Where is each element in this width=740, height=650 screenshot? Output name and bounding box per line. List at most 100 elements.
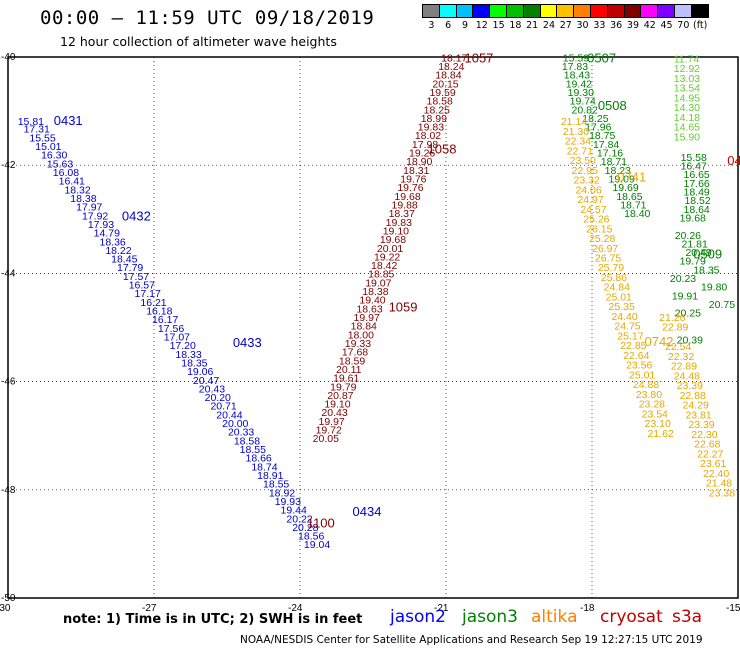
- wave-height-value: 18.35: [181, 357, 207, 369]
- color-legend-labels: 3 6 9 12 15 18 21 24 27 30 33 36 39 42 45 70 (ft): [423, 20, 709, 31]
- legend-label: 36: [610, 20, 623, 31]
- wave-height-value: 20.87: [327, 390, 353, 402]
- wave-height-value: 25.17: [617, 330, 643, 342]
- y-tick-label: -44: [1, 268, 16, 279]
- legend-label: 6: [445, 20, 452, 31]
- wave-height-value: 19.83: [418, 122, 444, 134]
- pass-time-label: 1058: [428, 141, 457, 156]
- wave-height-value: 23.39: [688, 419, 714, 431]
- wave-height-value: 18.43: [564, 70, 590, 82]
- wave-height-value: 18.90: [406, 156, 432, 168]
- wave-height-value: 24.06: [575, 184, 601, 196]
- wave-height-value: 25.01: [629, 369, 655, 381]
- y-tick-label: -42: [1, 160, 16, 171]
- legend-label: 9: [461, 20, 469, 31]
- wave-height-value: 18.71: [620, 199, 646, 211]
- satellite-legend-jason3: jason3: [462, 607, 518, 627]
- wave-height-value: 22.89: [662, 322, 688, 334]
- wave-height-value: 18.66: [245, 453, 271, 465]
- wave-height-value: 18.22: [105, 245, 131, 257]
- wave-height-value: 16.17: [152, 314, 178, 326]
- x-tick-label: -30: [0, 603, 11, 614]
- wave-height-value: 24.88: [633, 379, 659, 391]
- wave-height-value: 19.26: [409, 148, 435, 160]
- wave-height-value: 22.88: [680, 390, 706, 402]
- wave-height-value: 17.57: [123, 271, 149, 283]
- wave-height-value: 22.27: [697, 448, 723, 460]
- wave-height-value: 25.26: [583, 214, 609, 226]
- wave-height-value: 25.01: [606, 291, 632, 303]
- wave-height-value: 18.84: [435, 70, 461, 82]
- x-tick-label: -21: [434, 603, 449, 614]
- wave-height-value: 23.61: [700, 458, 726, 470]
- wave-height-value: 21.30: [563, 126, 589, 138]
- wave-height-value: 23.80: [636, 389, 662, 401]
- wave-height-value: 16.21: [140, 297, 166, 309]
- wave-height-value: 19.04: [304, 539, 330, 551]
- wave-height-value: 18.84: [351, 321, 377, 333]
- wave-height-value: 18.25: [424, 104, 450, 116]
- pass-time-label: 0741: [617, 169, 646, 184]
- wave-height-value: 18.25: [582, 113, 608, 125]
- legend-label: (ft): [692, 20, 708, 31]
- wave-height-value: 15.90: [674, 131, 700, 143]
- wave-height-value: 15.55: [29, 132, 55, 144]
- wave-height-value: 18.33: [175, 349, 201, 361]
- wave-height-value: 20.05: [313, 433, 339, 445]
- wave-height-value: 14.65: [674, 122, 700, 134]
- pass-time-label: 0508: [598, 98, 627, 113]
- wave-height-value: 19.74: [570, 96, 596, 108]
- wave-height-value: 23.10: [645, 418, 671, 430]
- wave-height-value: 18.71: [601, 156, 627, 168]
- wave-height-value: 18.02: [415, 130, 441, 142]
- wave-height-value: 19.33: [345, 338, 371, 350]
- wave-height-value: 22.34: [565, 136, 591, 148]
- wave-height-value: 18.85: [368, 269, 394, 281]
- wave-height-value: 19.91: [672, 290, 698, 302]
- wave-height-value: 20.49: [685, 247, 711, 259]
- wave-height-value: 19.72: [316, 425, 342, 437]
- legend-label: 42: [643, 20, 656, 31]
- wave-height-value: 17.93: [88, 219, 114, 231]
- wave-height-value: 20.11: [336, 364, 362, 376]
- wave-height-value: 19.83: [386, 217, 412, 229]
- wave-height-value: 18.55: [263, 479, 289, 491]
- wave-height-value: 25.86: [601, 272, 627, 284]
- wave-height-value: 22.68: [694, 439, 720, 451]
- wave-height-value: 14.18: [674, 112, 700, 124]
- satellite-legend-jason2: jason2: [390, 607, 446, 627]
- wave-height-value: 18.31: [403, 165, 429, 177]
- wave-height-value: 18.64: [683, 204, 709, 216]
- wave-height-value: 18.58: [234, 435, 260, 447]
- y-tick-label: -48: [1, 485, 16, 496]
- wave-height-value: 20.00: [222, 418, 248, 430]
- legend-label: 33: [593, 20, 606, 31]
- wave-height-value: 24.97: [577, 194, 603, 206]
- wave-height-value: 19.97: [354, 312, 380, 324]
- wave-height-value: 18.00: [348, 329, 374, 341]
- wave-height-value: 18.92: [269, 487, 295, 499]
- wave-height-value: 22.30: [691, 429, 717, 441]
- wave-height-value: 18.91: [257, 470, 283, 482]
- wave-height-value: 23.56: [626, 360, 652, 372]
- wave-height-value: 19.22: [374, 251, 400, 263]
- wave-height-value: 18.65: [616, 191, 642, 203]
- wave-height-value: 15.58: [681, 152, 707, 164]
- wave-height-value: 19.68: [394, 191, 420, 203]
- wave-height-value: 23.54: [642, 408, 668, 420]
- wave-height-value: 19.69: [612, 182, 638, 194]
- wave-height-value: 20.43: [321, 407, 347, 419]
- wave-height-value: 20.71: [210, 401, 236, 413]
- wave-height-value: 19.68: [380, 234, 406, 246]
- wave-height-value: 23.28: [639, 399, 665, 411]
- pass-time-label: 0433: [233, 335, 262, 350]
- satellite-legend-altika: altika: [531, 607, 578, 627]
- wave-height-value: 18.52: [684, 195, 710, 207]
- wave-height-value: 20.28: [292, 522, 318, 534]
- wave-height-value: 19.42: [566, 78, 592, 90]
- satellite-legend-cryosat: cryosat: [600, 607, 663, 627]
- wave-height-value: 16.30: [41, 150, 67, 162]
- wave-height-value: 18.37: [389, 208, 415, 220]
- pass-time-label: 1100: [307, 516, 335, 531]
- wave-height-value: 18.63: [356, 303, 382, 315]
